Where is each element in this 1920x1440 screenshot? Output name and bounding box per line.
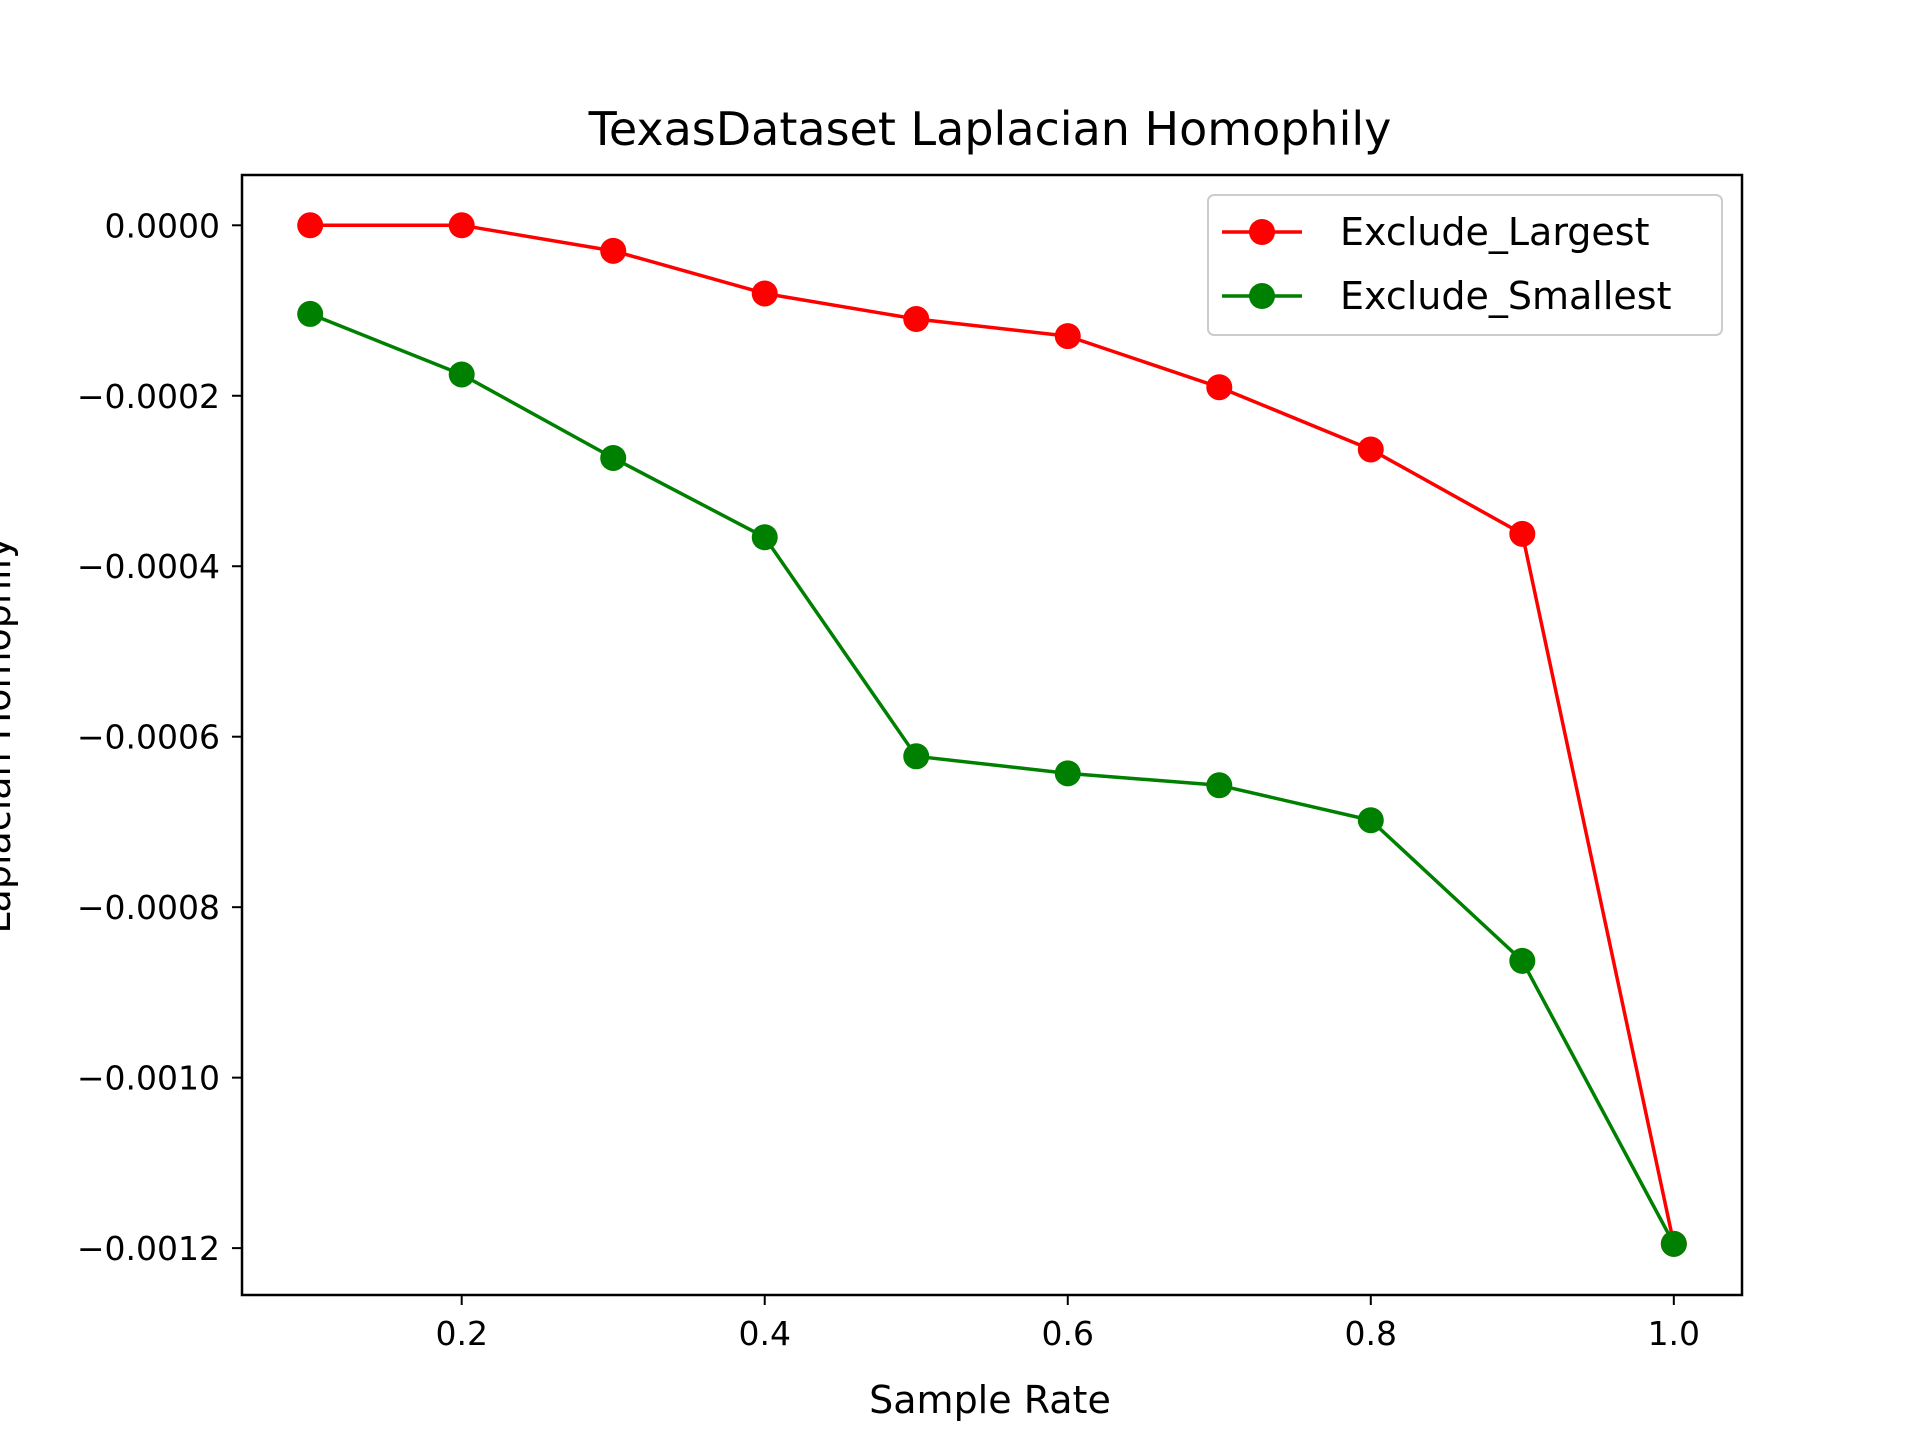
data-point-exclude-largest	[600, 237, 627, 264]
chart-title: TexasDataset Laplacian Homophily	[588, 102, 1392, 156]
data-point-exclude-smallest	[751, 524, 778, 551]
data-point-exclude-largest	[448, 212, 475, 239]
legend-label-exclude-smallest: Exclude_Smallest	[1340, 274, 1671, 318]
y-tick-label: −0.0010	[77, 1059, 220, 1098]
x-axis: 0.2 0.4 0.6 0.8 1.0	[435, 1295, 1700, 1353]
data-point-exclude-smallest	[1509, 947, 1536, 974]
legend-box	[1207, 194, 1723, 336]
data-point-exclude-largest	[297, 212, 324, 239]
series-line-exclude-smallest	[309, 312, 1676, 1245]
data-point-exclude-smallest	[1206, 772, 1233, 799]
data-point-exclude-largest	[1054, 323, 1081, 350]
data-point-exclude-largest	[903, 306, 930, 333]
y-tick-label: −0.0006	[77, 718, 220, 757]
data-point-exclude-smallest	[1660, 1230, 1687, 1257]
data-point-exclude-largest	[1206, 374, 1233, 401]
legend: Exclude_Largest Exclude_Smallest	[1207, 194, 1723, 336]
x-axis-title: Sample Rate	[869, 1378, 1111, 1422]
x-tick-label: 1.0	[1648, 1314, 1700, 1353]
legend-label-exclude-largest: Exclude_Largest	[1340, 210, 1649, 254]
data-point-exclude-largest	[1509, 520, 1536, 547]
legend-swatch-marker-exclude-smallest	[1249, 283, 1275, 309]
x-tick-label: 0.8	[1345, 1314, 1397, 1353]
data-point-exclude-smallest	[1054, 760, 1081, 787]
y-tick-label: −0.0002	[77, 377, 220, 416]
data-point-exclude-smallest	[297, 300, 324, 327]
x-tick-label: 0.6	[1042, 1314, 1094, 1353]
y-tick-label: −0.0012	[77, 1229, 220, 1268]
series-line-exclude-largest	[310, 223, 1676, 1245]
x-tick-label: 0.4	[738, 1314, 790, 1353]
y-tick-label: −0.0008	[77, 888, 220, 927]
data-point-exclude-largest	[751, 280, 778, 307]
plot-area	[297, 212, 1687, 1257]
y-tick-label: 0.0000	[105, 206, 220, 245]
x-tick-label: 0.2	[435, 1314, 487, 1353]
legend-swatch-marker-exclude-largest	[1249, 219, 1275, 245]
y-tick-label: −0.0004	[77, 547, 220, 586]
data-point-exclude-smallest	[600, 444, 627, 471]
y-axis: 0.0000 −0.0002 −0.0004 −0.0006 −0.0008 −0.001…	[77, 206, 242, 1268]
data-point-exclude-largest	[1357, 436, 1384, 463]
y-axis-title: Laplacian Homophily	[0, 536, 19, 933]
data-point-exclude-smallest	[448, 361, 475, 388]
plot-frame	[240, 173, 1744, 1297]
data-point-exclude-smallest	[1357, 807, 1384, 834]
data-point-exclude-smallest	[903, 743, 930, 770]
